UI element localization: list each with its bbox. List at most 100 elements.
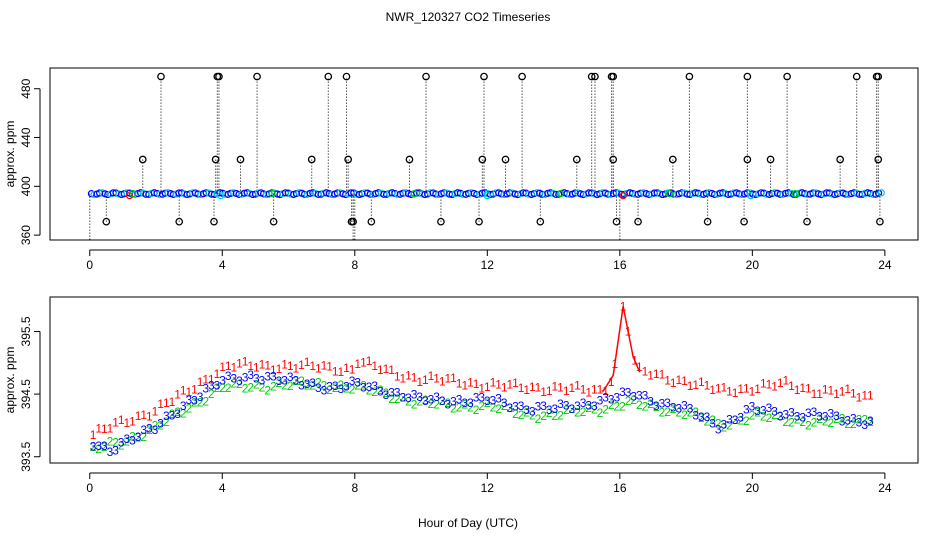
series-1-point: 1 bbox=[129, 414, 136, 428]
series-3-point: 3 bbox=[619, 385, 626, 399]
series-2-point: 2 bbox=[253, 378, 260, 392]
series-3-point: 3 bbox=[766, 401, 773, 415]
flagged-point bbox=[703, 217, 712, 226]
series-3-point: 3 bbox=[861, 418, 868, 432]
series-3-point: 3 bbox=[304, 377, 311, 391]
series-3-point: 3 bbox=[383, 388, 390, 402]
series-2-point: 2 bbox=[152, 419, 159, 433]
series-2-point: 2 bbox=[140, 430, 147, 444]
flagged-point bbox=[783, 72, 791, 81]
series-2-point: 2 bbox=[512, 407, 519, 421]
series-3-point: 3 bbox=[236, 374, 243, 388]
series-2-point: 2 bbox=[484, 396, 491, 410]
flagged-point bbox=[324, 72, 333, 81]
flagged-point bbox=[102, 217, 111, 226]
series-2-point: 2 bbox=[343, 381, 350, 395]
series-2-point: 2 bbox=[794, 412, 801, 426]
series-2-point: 2 bbox=[630, 393, 637, 407]
series-2-point: 2 bbox=[90, 440, 97, 454]
series-3-point: 3 bbox=[715, 422, 722, 436]
observation-point bbox=[483, 192, 491, 200]
series-2-point: 2 bbox=[687, 405, 694, 419]
top-axes: 0 4 8 12 16 20 24 360 400 440 480 bbox=[19, 78, 892, 272]
series-1-point: 1 bbox=[788, 379, 795, 393]
series-1-point: 1 bbox=[782, 374, 789, 388]
series-1-point: 1 bbox=[709, 383, 716, 397]
series-2-point: 2 bbox=[411, 398, 418, 412]
flagged-point bbox=[211, 155, 220, 164]
series-1-point: 1 bbox=[794, 383, 801, 397]
series-1-point: 1 bbox=[405, 369, 412, 383]
series-2-point: 2 bbox=[135, 430, 142, 444]
series-3-point: 3 bbox=[659, 396, 666, 410]
series-1-point: 1 bbox=[349, 362, 356, 376]
series-3-point: 3 bbox=[490, 394, 497, 408]
top-y-tick-label: 440 bbox=[19, 127, 33, 147]
flagged-point bbox=[874, 72, 883, 81]
series-3-point: 3 bbox=[704, 410, 711, 424]
series-3-point: 3 bbox=[828, 406, 835, 420]
series-2-point: 2 bbox=[664, 405, 671, 419]
series-2-point: 2 bbox=[788, 415, 795, 429]
top-x-tick-label: 20 bbox=[746, 258, 760, 272]
series-2-point: 2 bbox=[861, 412, 868, 426]
series-3-point: 3 bbox=[636, 389, 643, 403]
series-1-point: 1 bbox=[399, 371, 406, 385]
series-3-point: 3 bbox=[591, 399, 598, 413]
series-1-point: 1 bbox=[450, 371, 457, 385]
series-1-point: 1 bbox=[343, 361, 350, 375]
series-3-point: 3 bbox=[839, 414, 846, 428]
bottom-plot-frame bbox=[49, 296, 919, 464]
series-2-point: 2 bbox=[202, 395, 209, 409]
series-3-point: 3 bbox=[692, 408, 699, 422]
series-2-point: 2 bbox=[675, 405, 682, 419]
series-1-point: 1 bbox=[597, 383, 604, 397]
series-1-point: 1 bbox=[338, 365, 345, 379]
series-1-point: 1 bbox=[529, 380, 536, 394]
series-2-point: 2 bbox=[118, 438, 125, 452]
series-2-point: 2 bbox=[523, 405, 530, 419]
flagged-point bbox=[668, 155, 677, 164]
series-2-point: 2 bbox=[692, 405, 699, 419]
series-1-point: 1 bbox=[439, 374, 446, 388]
series-2-point: 2 bbox=[326, 383, 333, 397]
series-1-point: 1 bbox=[523, 383, 530, 397]
series-3-point: 3 bbox=[157, 416, 164, 430]
series-1-point: 1 bbox=[602, 384, 609, 398]
series-1-point: 1 bbox=[591, 383, 598, 397]
series-3-point: 3 bbox=[422, 394, 429, 408]
series-3-point: 3 bbox=[140, 423, 147, 437]
chart-title: NWR_120327 CO2 Timeseries bbox=[386, 10, 551, 24]
series-2-point: 2 bbox=[568, 402, 575, 416]
series-1-point: 1 bbox=[833, 387, 840, 401]
series-2-point: 2 bbox=[529, 408, 536, 422]
series-2-point: 2 bbox=[766, 411, 773, 425]
series-2-point: 2 bbox=[816, 412, 823, 426]
series-2-point: 2 bbox=[360, 378, 367, 392]
series-3-point: 3 bbox=[326, 380, 333, 394]
series-3-point: 3 bbox=[360, 381, 367, 395]
series-1-point: 1 bbox=[287, 359, 294, 373]
flagged-point bbox=[405, 155, 414, 164]
series-3-point: 3 bbox=[563, 399, 570, 413]
series-3-point: 3 bbox=[681, 398, 688, 412]
series-3-point: 3 bbox=[794, 409, 801, 423]
series-2-point: 2 bbox=[281, 379, 288, 393]
series-2-point: 2 bbox=[602, 402, 609, 416]
series-1-point: 1 bbox=[625, 324, 632, 338]
series-1-point: 1 bbox=[456, 376, 463, 390]
series-3-point: 3 bbox=[163, 409, 170, 423]
series-1-point: 1 bbox=[309, 359, 316, 373]
series-3-point: 3 bbox=[760, 404, 767, 418]
series-3-point: 3 bbox=[642, 388, 649, 402]
bottom-x-tick-label: 12 bbox=[481, 481, 495, 495]
flagged-point bbox=[475, 217, 483, 226]
series-3-point: 3 bbox=[506, 401, 513, 415]
series-2-point: 2 bbox=[726, 418, 733, 432]
series-1-point: 1 bbox=[247, 359, 254, 373]
series-3-point: 3 bbox=[101, 439, 108, 453]
series-3-point: 3 bbox=[675, 402, 682, 416]
series-1-point: 1 bbox=[140, 408, 147, 422]
series-3-point: 3 bbox=[540, 399, 547, 413]
